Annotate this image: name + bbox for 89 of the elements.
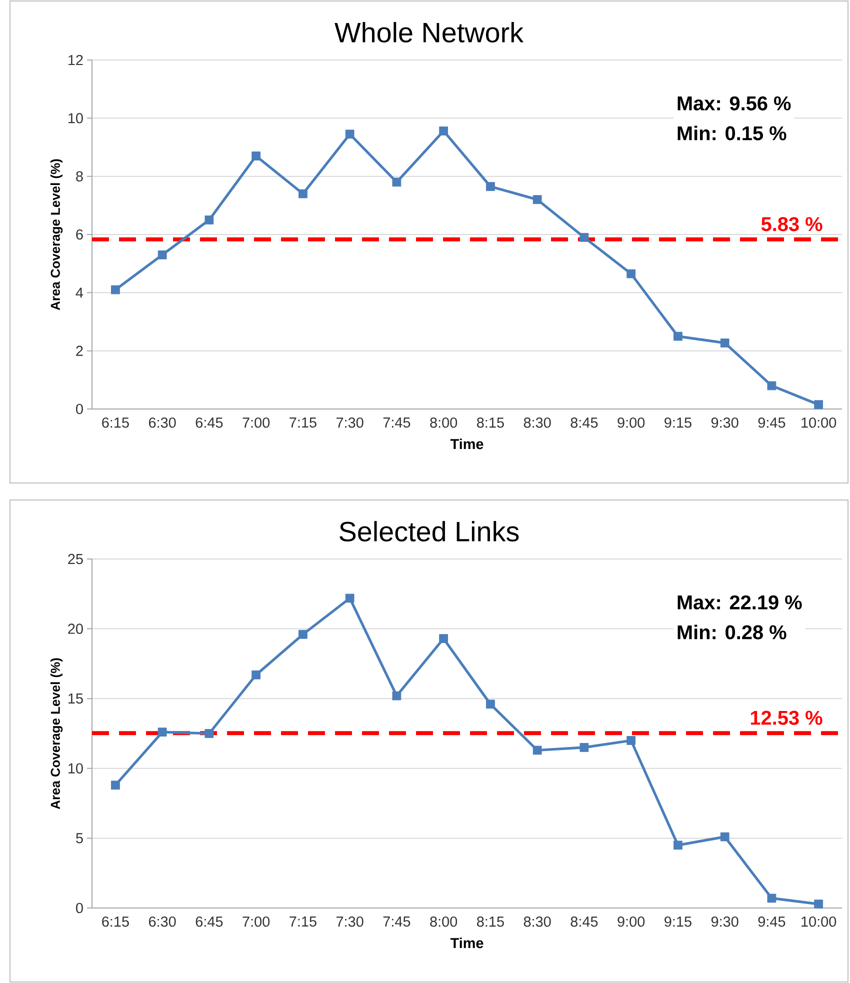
- annotation: Max: 22.19 %: [678, 595, 802, 610]
- point: [392, 691, 402, 700]
- point: [158, 250, 167, 260]
- x-tick-label: 8:45: [570, 916, 598, 927]
- annotation: Min: 0.15 %: [678, 126, 786, 140]
- point: [673, 840, 682, 850]
- x-tick-label: 10:00: [802, 418, 836, 428]
- point: [580, 232, 589, 242]
- x-tick-label: 7:45: [383, 418, 410, 428]
- point: [767, 894, 776, 903]
- point: [486, 700, 495, 709]
- x-tick-label: 8:30: [524, 418, 551, 428]
- x-axis-title: Time: [450, 938, 484, 948]
- y-tick-label: 2: [76, 346, 83, 356]
- x-tick-label: 9:15: [664, 916, 692, 927]
- y-tick-label: 0: [76, 902, 83, 914]
- point: [204, 216, 214, 224]
- point: [814, 900, 824, 909]
- point: [814, 400, 824, 410]
- y-tick-label: 10: [68, 763, 83, 774]
- x-tick-label: 6:45: [196, 916, 223, 927]
- x-tick-label: 7:30: [336, 916, 364, 927]
- x-tick-label: 9:15: [664, 418, 692, 428]
- x-tick-label: 7:15: [290, 916, 316, 927]
- point: [532, 195, 542, 204]
- ref-line-label: 5.83 %: [761, 217, 822, 232]
- x-tick-label: 7:15: [290, 418, 316, 428]
- point: [298, 630, 308, 639]
- point: [345, 130, 354, 139]
- x-tick-label: 10:00: [802, 916, 836, 927]
- annotation: Max: 9.56 %: [678, 96, 791, 110]
- x-tick-label: 6:30: [148, 418, 176, 428]
- point: [626, 269, 636, 278]
- point: [532, 746, 542, 755]
- point: [252, 152, 261, 160]
- chart-title: Selected Links: [340, 521, 519, 542]
- x-tick-label: 9:45: [758, 916, 786, 927]
- x-tick-label: 9:00: [618, 916, 645, 927]
- y-axis-title: Area Coverage Level (%): [50, 159, 63, 310]
- y-tick-label: 10: [68, 113, 83, 124]
- point: [392, 178, 402, 187]
- point: [158, 728, 167, 737]
- x-axis-title: Time: [450, 438, 484, 450]
- y-tick-label: 0: [76, 404, 83, 414]
- chart-title: Whole Network: [334, 22, 524, 42]
- point: [204, 729, 214, 738]
- y-tick-label: 4: [76, 288, 84, 298]
- x-tick-label: 8:30: [524, 916, 551, 927]
- point: [110, 285, 120, 294]
- x-tick-label: 6:45: [196, 418, 223, 428]
- point: [110, 780, 120, 790]
- point: [345, 594, 354, 603]
- x-tick-label: 9:00: [618, 418, 645, 428]
- y-tick-label: 8: [76, 171, 83, 182]
- x-tick-label: 8:15: [477, 418, 504, 428]
- point: [486, 182, 495, 191]
- x-tick-label: 7:45: [383, 916, 410, 927]
- x-tick-label: 7:00: [242, 418, 270, 428]
- ref-line-label: 12.53 %: [750, 710, 822, 725]
- point: [252, 670, 261, 680]
- point: [720, 832, 730, 842]
- x-tick-label: 9:30: [711, 916, 738, 927]
- x-tick-label: 6:15: [102, 418, 129, 428]
- x-tick-label: 9:30: [711, 418, 738, 428]
- x-tick-label: 8:15: [477, 916, 504, 927]
- point: [298, 189, 308, 198]
- x-tick-label: 7:00: [242, 916, 270, 927]
- x-tick-label: 7:30: [336, 418, 364, 428]
- point: [580, 743, 589, 752]
- x-tick-label: 9:45: [758, 418, 786, 428]
- y-tick-label: 12: [68, 54, 83, 66]
- x-tick-label: 6:15: [102, 916, 129, 927]
- y-tick-label: 6: [76, 229, 83, 240]
- y-tick-label: 5: [76, 833, 83, 844]
- y-tick-label: 20: [68, 624, 83, 634]
- y-axis-title: Area Coverage Level (%): [50, 658, 63, 810]
- point: [439, 634, 448, 644]
- y-tick-label: 15: [68, 694, 83, 704]
- annotation: Min: 0.28 %: [678, 624, 786, 640]
- point: [767, 381, 776, 390]
- x-tick-label: 8:00: [430, 916, 458, 927]
- point: [626, 736, 636, 745]
- x-tick-label: 8:45: [570, 418, 598, 428]
- x-tick-label: 8:00: [430, 418, 458, 428]
- x-tick-label: 6:30: [148, 916, 176, 927]
- point: [439, 126, 448, 136]
- point: [720, 338, 730, 348]
- point: [673, 332, 682, 341]
- y-tick-label: 25: [68, 554, 83, 564]
